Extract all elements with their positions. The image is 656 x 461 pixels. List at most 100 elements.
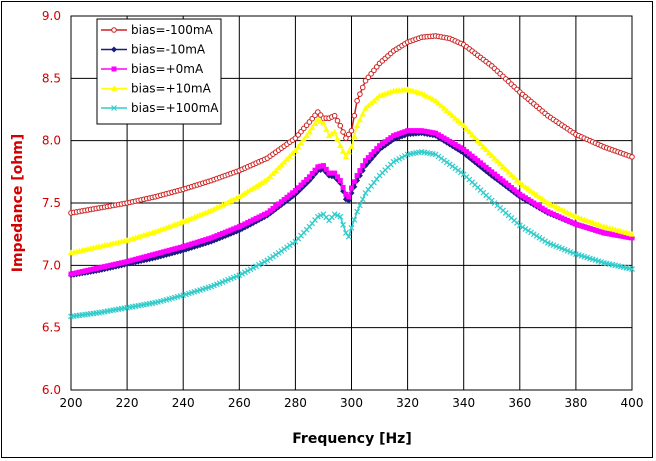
data-point [349, 185, 354, 191]
legend-entry: bias=+100mA [101, 101, 219, 115]
data-point [446, 110, 453, 116]
data-point [144, 253, 150, 259]
data-point [499, 163, 507, 169]
data-point [449, 140, 455, 146]
data-point [363, 158, 369, 164]
x-tick-label: 380 [564, 396, 587, 410]
data-point [359, 110, 366, 117]
data-point [545, 209, 551, 215]
x-tick-label: 360 [508, 396, 531, 410]
data-point [289, 240, 296, 247]
legend-label: bias=+100mA [131, 101, 219, 115]
data-point [354, 97, 360, 104]
data-point [292, 147, 299, 154]
data-point [295, 185, 301, 191]
data-point [325, 132, 333, 139]
data-point [93, 265, 99, 271]
data-point [368, 71, 374, 77]
data-point [593, 227, 599, 233]
data-point [365, 74, 372, 81]
data-point [340, 221, 347, 228]
data-point [208, 235, 214, 241]
data-point [339, 148, 347, 154]
data-point [559, 215, 565, 221]
data-point [278, 199, 284, 205]
data-point [486, 167, 492, 173]
data-point [284, 244, 290, 251]
data-point [440, 105, 448, 111]
data-point [517, 191, 523, 197]
data-point [564, 217, 570, 223]
data-point [281, 197, 287, 203]
data-point [287, 192, 293, 198]
data-point [500, 178, 506, 184]
data-point [239, 270, 246, 277]
legend-entries: bias=-100mA bias=-10mA bias=+0mA bias=+10mA… [101, 23, 219, 115]
data-point [238, 191, 246, 198]
data-point [402, 129, 408, 135]
data-point [497, 176, 503, 182]
series-layer [67, 33, 636, 320]
data-point [478, 160, 484, 166]
data-point [449, 112, 456, 119]
x-tick-label: 240 [172, 396, 195, 410]
data-point [348, 143, 355, 150]
data-point [533, 232, 540, 239]
data-point [587, 226, 593, 232]
data-point [468, 131, 476, 138]
data-point [231, 226, 237, 232]
data-point [228, 227, 234, 233]
legend-entry: bias=+10mA [101, 82, 212, 96]
data-point [494, 157, 501, 164]
data-point [461, 146, 467, 152]
data-point [419, 128, 425, 134]
data-point [264, 257, 271, 264]
data-point [508, 171, 515, 178]
data-point [275, 249, 282, 256]
data-point [259, 213, 265, 219]
data-point [452, 115, 459, 121]
data-point [323, 166, 329, 172]
data-point [519, 224, 526, 231]
legend-marker [111, 27, 117, 33]
data-point [141, 254, 147, 260]
data-point [248, 218, 254, 224]
data-point [337, 178, 343, 184]
data-point [480, 162, 486, 168]
data-point [320, 120, 327, 126]
data-point [525, 227, 532, 234]
data-point [469, 153, 475, 159]
data-point [222, 229, 228, 235]
data-point [270, 253, 276, 260]
data-point [88, 267, 94, 273]
data-point [244, 188, 251, 194]
data-point [407, 128, 413, 134]
data-point [353, 122, 361, 129]
x-tick-label: 340 [452, 396, 475, 410]
data-point [365, 155, 371, 161]
data-point [359, 196, 366, 203]
data-point [477, 140, 484, 147]
data-point [219, 230, 225, 236]
data-point [130, 257, 136, 263]
data-point [320, 163, 326, 169]
data-point [295, 143, 302, 150]
data-point [458, 145, 464, 151]
data-point [416, 128, 422, 134]
data-point [410, 128, 416, 134]
data-point [604, 230, 610, 236]
data-point [194, 239, 200, 245]
data-point [615, 232, 621, 238]
legend-marker [111, 66, 117, 72]
data-point [300, 136, 308, 142]
data-point [253, 263, 260, 270]
data-point [433, 130, 439, 136]
data-point [306, 128, 313, 135]
x-tick-label: 300 [340, 396, 363, 410]
data-point [579, 223, 585, 229]
data-point [116, 260, 122, 266]
data-point [118, 260, 124, 266]
data-point [548, 210, 554, 216]
data-point [345, 148, 352, 155]
data-point [340, 129, 346, 135]
